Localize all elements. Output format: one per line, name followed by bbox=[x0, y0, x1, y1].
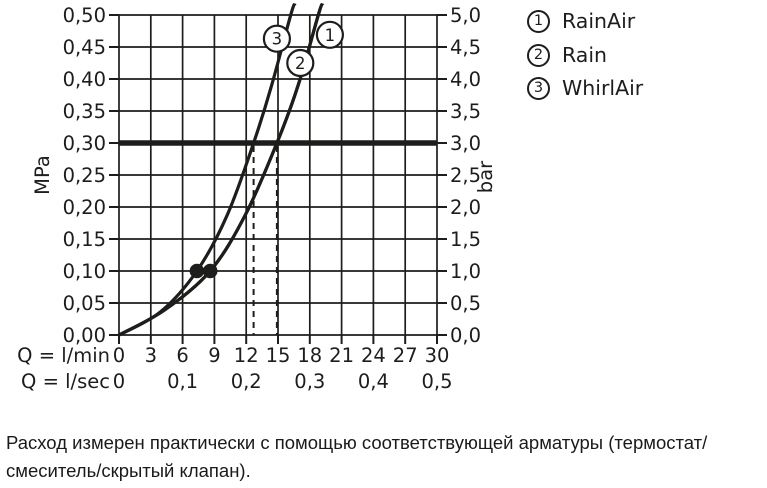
svg-text:21: 21 bbox=[329, 344, 354, 367]
axis-ticks bbox=[109, 14, 447, 344]
svg-text:3,0: 3,0 bbox=[450, 132, 481, 155]
svg-text:0,1: 0,1 bbox=[167, 370, 198, 393]
svg-text:0: 0 bbox=[113, 344, 125, 367]
x-axis-lsec-label: Q = l/sec bbox=[21, 370, 110, 393]
svg-text:0,5: 0,5 bbox=[421, 370, 452, 393]
svg-text:2,5: 2,5 bbox=[450, 164, 481, 187]
svg-text:18: 18 bbox=[297, 344, 322, 367]
x-axis-lmin-label: Q = l/min bbox=[17, 344, 110, 367]
svg-text:27: 27 bbox=[393, 344, 418, 367]
svg-text:0,4: 0,4 bbox=[358, 370, 389, 393]
dashed-flow-guides bbox=[252, 146, 278, 335]
svg-text:0,50: 0,50 bbox=[63, 4, 106, 27]
measurement-note-line1: Расход измерен практически с помощью соо… bbox=[6, 432, 708, 453]
svg-text:2: 2 bbox=[295, 54, 306, 73]
measurement-note-line2: смеситель/скрытый клапан). bbox=[6, 459, 251, 481]
svg-text:0,20: 0,20 bbox=[63, 196, 106, 219]
legend-item-label: Rain bbox=[562, 42, 608, 67]
svg-text:0,5: 0,5 bbox=[450, 292, 481, 315]
svg-text:0,25: 0,25 bbox=[63, 164, 106, 187]
svg-text:0,40: 0,40 bbox=[63, 68, 106, 91]
svg-text:3,5: 3,5 bbox=[450, 100, 481, 123]
callout-circle-3: 3 bbox=[262, 24, 291, 53]
svg-text:1,5: 1,5 bbox=[450, 228, 481, 251]
svg-text:3: 3 bbox=[145, 344, 157, 367]
curve-rainair bbox=[118, 2, 325, 337]
svg-text:0,45: 0,45 bbox=[63, 36, 106, 59]
spray-mode-legend: 1 RainAir 2 Rain 3 WhirlAir bbox=[527, 10, 643, 111]
axis-labels: 0,500,450,400,350,300,250,200,150,100,05… bbox=[63, 4, 481, 393]
circled-number-icon: 2 bbox=[527, 43, 550, 67]
svg-text:0,2: 0,2 bbox=[231, 370, 262, 393]
svg-text:30: 30 bbox=[425, 344, 450, 367]
y-right-unit-label: bar bbox=[474, 160, 497, 193]
svg-text:0,35: 0,35 bbox=[63, 100, 106, 123]
svg-text:4,0: 4,0 bbox=[450, 68, 481, 91]
svg-text:0: 0 bbox=[113, 370, 125, 393]
svg-text:1: 1 bbox=[325, 26, 336, 45]
y-left-unit-label: MPa bbox=[31, 155, 54, 195]
curve-callouts: 123 bbox=[262, 20, 344, 78]
svg-text:0,10: 0,10 bbox=[63, 260, 106, 283]
measurement-dots bbox=[189, 263, 218, 279]
callout-circle-1: 1 bbox=[315, 20, 344, 49]
svg-text:24: 24 bbox=[361, 344, 386, 367]
svg-text:0,00: 0,00 bbox=[63, 324, 106, 347]
svg-text:0,0: 0,0 bbox=[450, 324, 481, 347]
legend-item-label: RainAir bbox=[562, 9, 636, 34]
legend-item-label: WhirlAir bbox=[562, 76, 644, 101]
svg-text:12: 12 bbox=[234, 344, 259, 367]
callout-circle-2: 2 bbox=[286, 48, 315, 78]
svg-text:3: 3 bbox=[272, 30, 283, 49]
svg-text:5,0: 5,0 bbox=[450, 4, 481, 27]
measurement-note: Расход измерен практически с помощью соо… bbox=[6, 429, 762, 485]
svg-text:0,3: 0,3 bbox=[294, 370, 325, 393]
svg-text:2,0: 2,0 bbox=[450, 196, 481, 219]
svg-text:4,5: 4,5 bbox=[450, 36, 481, 59]
legend-item-rain: 2 Rain bbox=[527, 42, 643, 67]
svg-text:6: 6 bbox=[176, 344, 188, 367]
pressure-flow-chart: 1230,500,450,400,350,300,250,200,150,100… bbox=[17, 2, 497, 393]
svg-text:9: 9 bbox=[208, 344, 220, 367]
svg-text:15: 15 bbox=[266, 344, 291, 367]
legend-item-whirlair: 3 WhirlAir bbox=[527, 77, 643, 100]
circled-number-icon: 3 bbox=[527, 77, 550, 100]
svg-text:0,05: 0,05 bbox=[63, 292, 106, 315]
axis-titles: Q = l/min Q = l/sec MPa bar bbox=[17, 155, 497, 393]
svg-text:0,30: 0,30 bbox=[63, 132, 106, 155]
curve-whirlair bbox=[118, 2, 297, 337]
circled-number-icon: 1 bbox=[527, 10, 550, 33]
svg-text:1,0: 1,0 bbox=[450, 260, 481, 283]
legend-item-rainair: 1 RainAir bbox=[527, 10, 643, 33]
svg-text:0,15: 0,15 bbox=[63, 228, 106, 251]
